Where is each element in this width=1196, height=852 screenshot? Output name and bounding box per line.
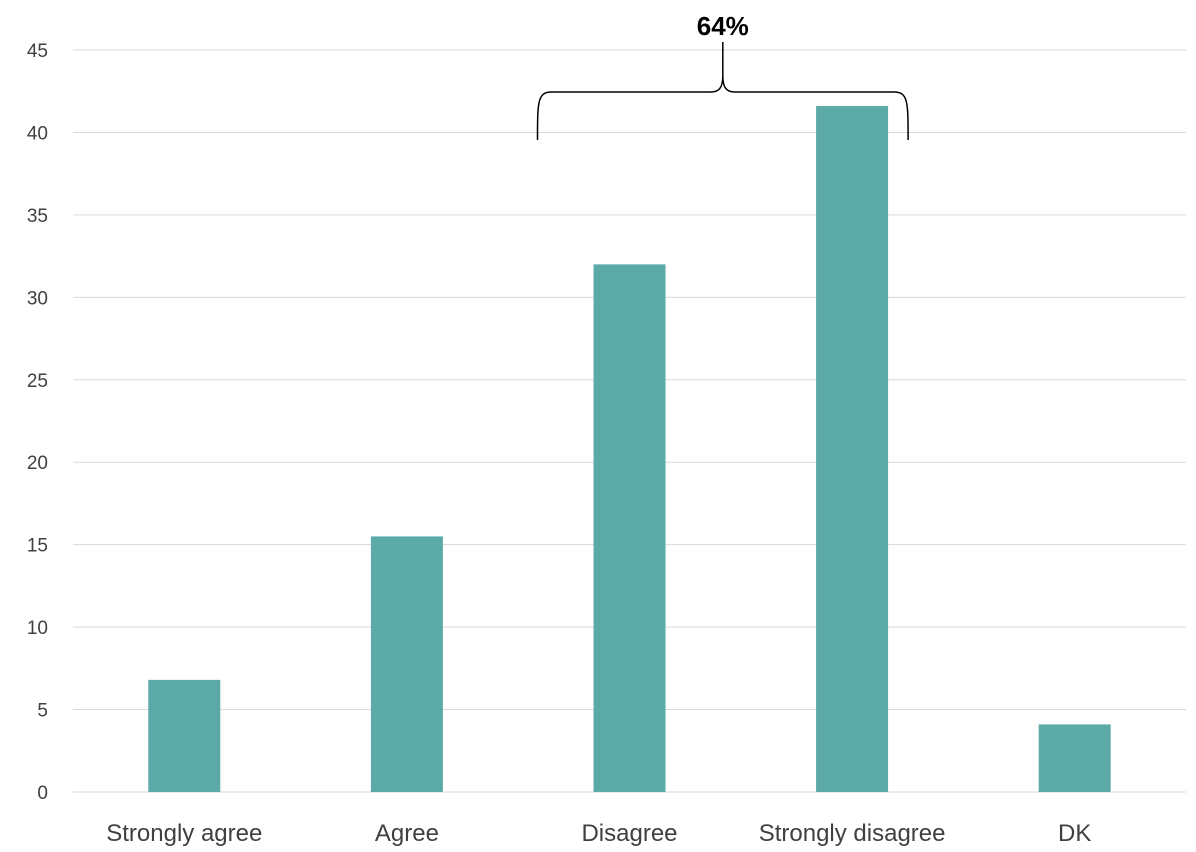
bar <box>593 264 666 792</box>
y-tick-label: 5 <box>37 701 48 722</box>
bar <box>1038 724 1111 792</box>
y-axis-ticks: 0 5 10 15 20 25 30 35 40 45 <box>27 41 48 804</box>
annotation-group: 64% <box>536 11 909 141</box>
bar <box>816 106 889 792</box>
x-tick-label: Disagree <box>581 820 677 847</box>
x-tick-label: Strongly agree <box>106 820 262 847</box>
x-tick-label: Agree <box>375 820 439 847</box>
y-tick-label: 45 <box>27 41 48 62</box>
y-tick-label: 25 <box>27 371 48 392</box>
y-tick-label: 35 <box>27 206 48 227</box>
y-tick-label: 0 <box>37 783 48 804</box>
y-tick-label: 10 <box>27 618 48 639</box>
y-tick-label: 15 <box>27 536 48 557</box>
x-axis-ticks: Strongly agree Agree Disagree Strongly disa… <box>106 820 1091 847</box>
span-annotation-label: 64% <box>697 11 749 41</box>
x-tick-label: DK <box>1058 820 1091 847</box>
bar <box>370 536 443 792</box>
bars <box>148 106 1111 792</box>
span-bracket <box>536 42 909 141</box>
y-tick-label: 40 <box>27 123 48 144</box>
y-tick-label: 20 <box>27 453 48 474</box>
bar <box>148 679 221 792</box>
x-tick-label: Strongly disagree <box>759 820 946 847</box>
y-tick-label: 30 <box>27 288 48 309</box>
